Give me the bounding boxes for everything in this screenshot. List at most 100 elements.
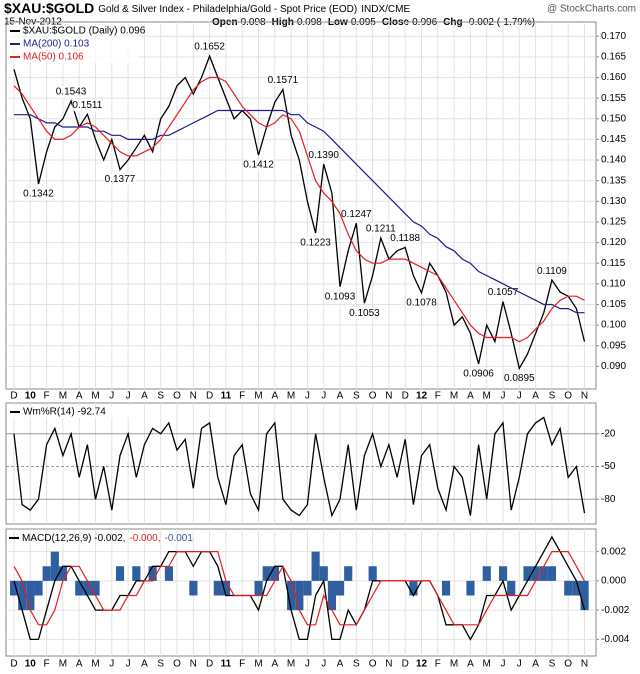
value-label-box: [488, 286, 518, 299]
x-tick-label: N: [190, 391, 197, 402]
histogram-bar: [344, 566, 353, 581]
x-tick-label: F: [239, 391, 245, 402]
x-tick-label: F: [435, 659, 441, 670]
y-tick-label: 0.090: [601, 361, 626, 372]
y-tick-label: 0.000: [601, 576, 626, 587]
y-tick-label: 0.125: [601, 217, 626, 228]
legend-entry: -0.001: [165, 533, 194, 544]
x-tick-label: J: [501, 659, 506, 670]
histogram-bar: [262, 566, 271, 581]
x-tick-label: J: [517, 391, 522, 402]
x-tick-label: F: [239, 659, 245, 670]
x-tick-label: A: [337, 659, 344, 670]
x-tick-label: N: [190, 659, 197, 670]
value-label-box: [504, 372, 535, 385]
x-tick-label: J: [109, 391, 114, 402]
value-label: 0.1247: [341, 209, 372, 220]
value-label: 0.1053: [349, 308, 380, 319]
value-label: 0.1342: [23, 189, 54, 200]
histogram-bar: [213, 580, 222, 596]
value-label: 0.1652: [194, 42, 225, 53]
value-label: 0.1078: [406, 298, 437, 309]
value-label: 0.1211: [366, 224, 396, 235]
value-label-box: [349, 307, 380, 320]
x-tick-label: J: [305, 391, 310, 402]
y-tick-label: -80: [601, 494, 616, 505]
legend-entry: Wm%R(14) -92.74: [23, 407, 106, 418]
histogram-bar: [499, 566, 508, 581]
x-tick-label: 10: [25, 659, 37, 670]
legend-bg: [8, 38, 138, 50]
x-tick-label: M: [91, 659, 99, 670]
y-tick-label: -0.002: [601, 605, 630, 616]
histogram-bar: [34, 580, 43, 596]
value-label: 0.1109: [537, 266, 567, 277]
x-tick-label: 12: [416, 391, 428, 402]
y-tick-label: 0.110: [601, 278, 626, 289]
x-tick-label: A: [271, 659, 278, 670]
x-tick-label: M: [483, 391, 491, 402]
histogram-bar: [336, 580, 345, 596]
histogram-bar: [10, 580, 19, 596]
histogram-bar: [58, 566, 68, 581]
x-tick-label: J: [109, 659, 114, 670]
value-label: 0.0906: [463, 369, 494, 380]
x-tick-label: A: [141, 391, 148, 402]
histogram-bar: [189, 580, 198, 596]
histogram-bar: [132, 566, 141, 581]
x-tick-label: A: [76, 659, 83, 670]
histogram-bar: [564, 580, 573, 596]
y-tick-label: -50: [601, 461, 616, 472]
series-line: [13, 416, 586, 518]
histogram-bar: [441, 580, 451, 596]
legend-entry: $XAU:$GOLD (Daily) 0.096: [23, 26, 146, 37]
x-tick-label: D: [10, 659, 17, 670]
histogram-bar: [507, 580, 516, 596]
x-tick-label: A: [271, 391, 278, 402]
x-tick-label: S: [157, 659, 164, 670]
series-line: [14, 109, 585, 314]
x-tick-label: D: [10, 391, 17, 402]
x-tick-label: M: [59, 391, 67, 402]
x-tick-label: J: [501, 391, 506, 402]
x-tick-label: N: [581, 391, 588, 402]
x-tick-label: A: [141, 659, 148, 670]
value-label: 0.0895: [504, 373, 535, 384]
legend: MACD(12,26,9) -0.002, -0.000, -0.001: [22, 533, 193, 544]
histogram-bar: [270, 566, 279, 581]
y-tick-label: -20: [601, 428, 616, 439]
value-label-box: [308, 149, 339, 162]
y-tick-label: 0.145: [601, 134, 626, 145]
value-label: 0.1093: [325, 291, 356, 302]
panel-frame: [5, 21, 597, 390]
x-tick-label: O: [173, 391, 181, 402]
histogram-bar: [547, 566, 557, 581]
histogram-bar: [539, 566, 548, 581]
histogram-bar: [164, 566, 173, 581]
y-tick-label: 0.095: [601, 340, 626, 351]
chart-header: $XAU:$GOLD Gold & Silver Index - Philadel…: [4, 0, 410, 16]
y-tick-label: 0.155: [601, 93, 626, 104]
x-tick-label: J: [321, 659, 326, 670]
y-tick-label: 0.170: [601, 31, 626, 42]
x-tick-label: M: [91, 391, 99, 402]
histogram-bar: [319, 566, 328, 581]
x-tick-label: 10: [25, 391, 37, 402]
value-label-box: [536, 265, 567, 278]
legend-entry: -0.000,: [129, 533, 160, 544]
histogram-bar: [26, 580, 35, 611]
x-tick-label: F: [44, 391, 50, 402]
histogram-bar: [83, 580, 92, 596]
y-tick-label: -0.004: [601, 634, 630, 645]
y-tick-label: 0.130: [601, 196, 626, 207]
value-label-box: [390, 232, 421, 245]
x-tick-label: M: [254, 391, 262, 402]
value-label-box: [341, 208, 372, 221]
exchange: INDX/CME: [361, 4, 410, 15]
symbol: $XAU:$GOLD: [4, 0, 94, 16]
y-tick-label: 0.105: [601, 299, 626, 310]
x-tick-label: O: [369, 659, 377, 670]
value-label: 0.1057: [488, 287, 519, 298]
histogram-bar: [572, 580, 581, 596]
